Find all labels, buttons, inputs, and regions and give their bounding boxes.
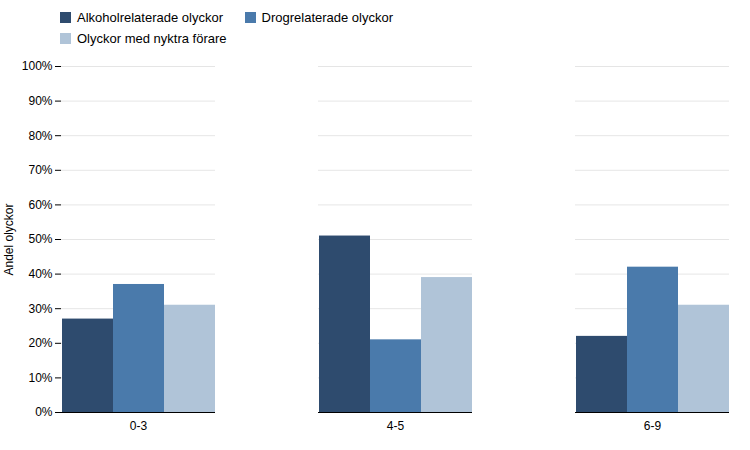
svg-text:0%: 0%: [35, 405, 53, 419]
svg-text:50%: 50%: [28, 232, 52, 246]
svg-text:Andel olyckor: Andel olyckor: [2, 203, 16, 275]
svg-text:4-5: 4-5: [387, 419, 405, 433]
svg-text:0-3: 0-3: [130, 419, 148, 433]
svg-text:90%: 90%: [28, 94, 52, 108]
svg-text:80%: 80%: [28, 129, 52, 143]
svg-text:6-9: 6-9: [644, 419, 662, 433]
html-text:Olyckor med nyktra förare: Olyckor med nyktra förare: [77, 31, 227, 46]
html-text:Alkoholrelaterade olyckor: Alkoholrelaterade olyckor: [77, 10, 223, 25]
svg-text:60%: 60%: [28, 198, 52, 212]
svg-text:100%: 100%: [22, 59, 53, 73]
svg-text:30%: 30%: [28, 302, 52, 316]
svg-text:40%: 40%: [28, 267, 52, 281]
svg-text:20%: 20%: [28, 336, 52, 350]
svg-text:10%: 10%: [28, 371, 52, 385]
svg-text:70%: 70%: [28, 163, 52, 177]
html-text:Drogrelaterade olyckor: Drogrelaterade olyckor: [261, 10, 394, 25]
